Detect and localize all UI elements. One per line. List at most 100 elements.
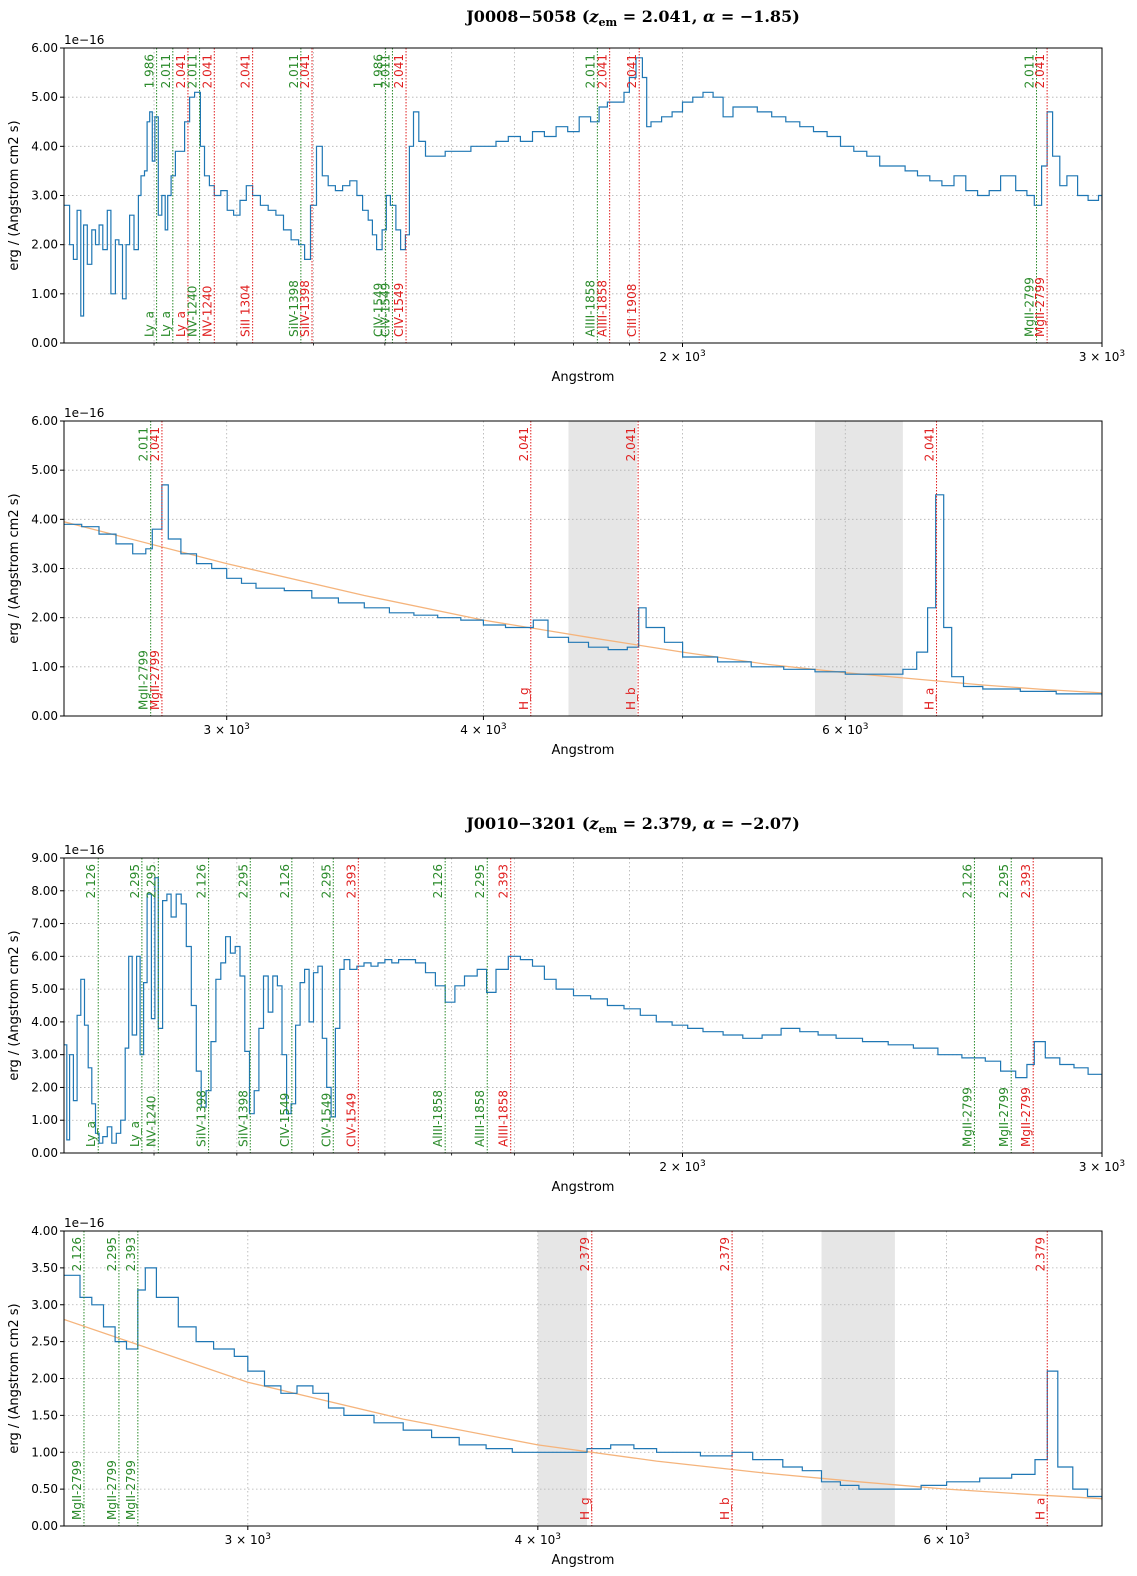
line-id-label: AlIII-1858 [497,1090,511,1147]
line-id-label: NV-1240 [200,286,214,337]
redshift-label: 1.986 [143,54,157,88]
redshift-label: 2.011 [583,54,597,88]
line-id-label: H_b [718,1497,732,1520]
y-tick-label: 4.00 [31,512,58,526]
redshift-label: 2.041 [596,54,610,88]
redshift-label: 2.295 [319,864,333,898]
redshift-label: 2.041 [923,427,937,461]
redshift-label: 2.379 [578,1237,592,1271]
line-id-label: MgII-2799 [997,1087,1011,1147]
x-tick-label: 2 × 103 [659,1159,705,1174]
line-id-label: CIV-1549 [278,1093,292,1147]
redshift-label: 2.393 [497,864,511,898]
line-id-label: MgII-2799 [960,1087,974,1147]
x-tick-label: 4 × 103 [515,1532,561,1547]
y-tick-label: 0.00 [31,1146,58,1160]
y-scale-label: 1e−16 [64,1216,104,1230]
line-id-label: SiIV-1398 [298,280,312,337]
redshift-label: 2.041 [148,427,162,461]
x-tick-label: 4 × 103 [460,722,506,737]
redshift-label: 2.041 [239,54,253,88]
spectrum-line [64,57,1102,317]
redshift-label: 2.011 [137,427,151,461]
y-tick-label: 2.00 [31,238,58,252]
line-id-label: MgII-2799 [137,650,151,710]
line-id-label: NV-1240 [186,286,200,337]
redshift-label: 2.041 [1033,54,1047,88]
line-id-label: MgII-2799 [1019,1087,1033,1147]
redshift-label: 2.295 [236,864,250,898]
line-id-label: AlIII-1858 [431,1090,445,1147]
line-id-label: SiIV-1398 [236,1090,250,1147]
x-axis-label: Angstrom [552,1553,615,1568]
line-id-label: SiIV-1398 [195,1090,209,1147]
y-scale-label: 1e−16 [64,843,104,857]
line-id-label: MgII-2799 [105,1460,119,1520]
redshift-label: 2.041 [517,427,531,461]
redshift-label: 2.379 [718,1237,732,1271]
redshift-label: 2.041 [174,54,188,88]
line-id-label: SiII 1304 [239,285,253,337]
y-tick-label: 2.50 [31,1335,58,1349]
y-tick-label: 5.00 [31,90,58,104]
redshift-label: 2.041 [624,427,638,461]
y-tick-label: 3.00 [31,1298,58,1312]
x-tick-label: 2 × 103 [659,349,705,364]
redshift-label: 2.041 [298,54,312,88]
line-id-label: H_g [578,1497,592,1520]
y-axis-label: erg / (Angstrom cm2 s) [7,120,22,270]
x-axis-label: Angstrom [552,370,615,385]
y-tick-label: 0.50 [31,1482,58,1496]
y-tick-label: 3.00 [31,1048,58,1062]
y-tick-label: 6.00 [31,414,58,428]
y-tick-label: 4.00 [31,1015,58,1029]
line-id-label: AlIII-1858 [596,280,610,337]
redshift-label: 2.126 [960,864,974,898]
y-tick-label: 6.00 [31,41,58,55]
redshift-label: 2.011 [159,54,173,88]
x-tick-label: 6 × 103 [822,722,868,737]
redshift-label: 2.295 [997,864,1011,898]
masked-band [537,1231,588,1526]
line-id-label: H_g [517,687,531,710]
redshift-label: 2.295 [105,1237,119,1271]
spectrum-line [64,484,1102,697]
y-tick-label: 0.00 [31,709,58,723]
y-tick-label: 3.00 [31,189,58,203]
redshift-label: 2.295 [128,864,142,898]
redshift-label: 2.393 [124,1237,138,1271]
line-id-label: AlIII-1858 [473,1090,487,1147]
continuum-fit-line [64,1318,1102,1500]
y-tick-label: 3.00 [31,562,58,576]
y-tick-label: 1.00 [31,660,58,674]
y-tick-label: 5.00 [31,982,58,996]
line-id-label: CIV-1549 [319,1093,333,1147]
line-id-label: NV-1240 [144,1096,158,1147]
y-tick-label: 2.00 [31,1372,58,1386]
x-tick-label: 3 × 103 [204,722,250,737]
line-id-label: MgII-2799 [1033,277,1047,337]
masked-band [821,1231,895,1526]
y-tick-label: 3.50 [31,1261,58,1275]
chart-panel-4: 2.126 MgII-2799 2.295 MgII-2799 2.393 MgII-27… [7,1216,1103,1568]
y-tick-label: 1.50 [31,1408,58,1422]
y-tick-label: 4.00 [31,1224,58,1238]
y-axis-label: erg / (Angstrom cm2 s) [7,930,22,1080]
y-tick-label: 2.00 [31,1080,58,1094]
line-id-label: Ly_a [159,311,173,337]
axes-frame [63,857,1103,1154]
x-tick-label: 3 × 103 [225,1532,271,1547]
spectrum-line [64,877,1102,1144]
redshift-label: 1.986 [372,54,386,88]
y-tick-label: 7.00 [31,917,58,931]
line-id-label: CIV-1549 [372,283,386,337]
y-tick-label: 1.00 [31,287,58,301]
plot-area-3 [64,858,1102,1153]
panels: 1.986Ly_a2.011Ly_a2.041Ly_a2.011NV-12402… [7,33,1125,1568]
line-id-label: H_a [923,688,937,710]
chart-panel-1: 1.986 Ly_a 2.011 Ly_a 2.041 Ly_a 2.011 NV-1240 2… [7,33,1125,385]
line-id-label: AlIII-1858 [583,280,597,337]
y-tick-label: 5.00 [31,463,58,477]
y-axis-label: erg / (Angstrom cm2 s) [7,493,22,643]
